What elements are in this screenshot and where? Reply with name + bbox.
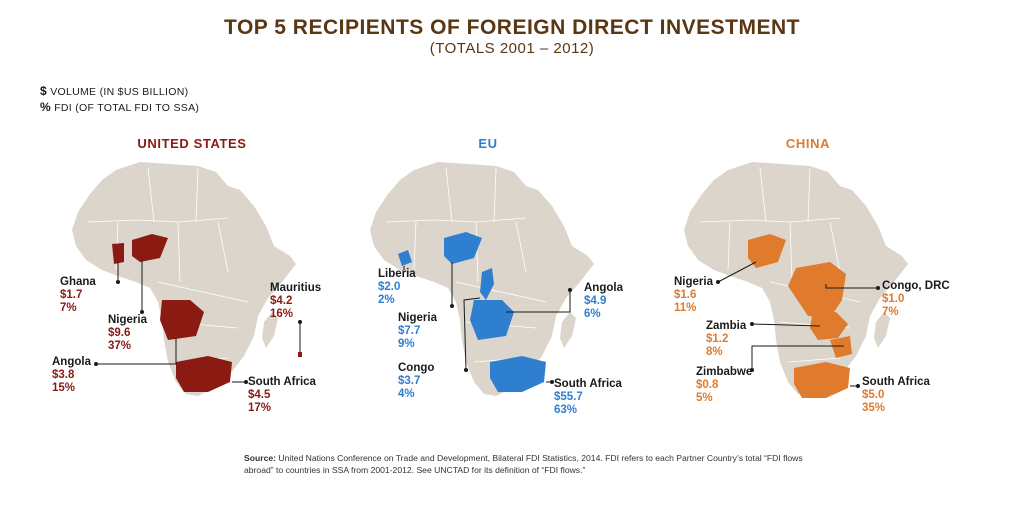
country-name: Liberia — [378, 268, 416, 280]
source-text: United Nations Conference on Trade and D… — [244, 453, 803, 475]
country-name: South Africa — [554, 378, 622, 390]
eu-liberia-shape — [398, 250, 412, 266]
eu-angola-shape — [470, 300, 514, 340]
pct-value: 35% — [862, 402, 886, 414]
eu-nigeria-shape — [444, 232, 482, 264]
volume-value: $9.6 — [108, 327, 131, 339]
pct-value: 15% — [52, 382, 76, 394]
label-us-ghana: Ghana $1.7 7% — [60, 276, 96, 315]
pct-value: 37% — [108, 340, 132, 352]
us-nigeria-shape — [132, 234, 168, 262]
china-nigeria-shape — [748, 234, 786, 268]
legend-pct: % FDI (OF TOTAL FDI TO SSA) — [40, 100, 199, 114]
label-china-zimbabwe: Zimbabwe $0.8 5% — [696, 366, 752, 405]
volume-value: $3.8 — [52, 369, 75, 381]
label-eu-angola: Angola $4.9 6% — [584, 282, 623, 321]
us-mauritius-shape — [298, 352, 302, 357]
country-name: Ghana — [60, 276, 96, 288]
country-name: Angola — [584, 282, 623, 294]
pct-value: 11% — [674, 302, 697, 314]
volume-value: $7.7 — [398, 325, 421, 337]
china-zimbabwe-shape — [830, 336, 852, 358]
map-china — [683, 161, 909, 398]
country-name: Mauritius — [270, 282, 322, 294]
volume-value: $4.2 — [270, 295, 293, 307]
china-drc-shape — [788, 262, 846, 318]
map-title-china: CHINA — [785, 136, 831, 151]
map-title-us: UNITED STATES — [137, 136, 247, 151]
page-title: TOP 5 RECIPIENTS OF FOREIGN DIRECT INVES… — [224, 16, 800, 39]
pct-value: 6% — [584, 308, 601, 320]
label-eu-nigeria: Nigeria $7.7 9% — [398, 312, 437, 351]
source-note: Source: United Nations Conference on Tra… — [244, 452, 804, 476]
label-us-southafrica: South Africa $4.5 17% — [248, 376, 316, 415]
volume-value: $1.7 — [60, 289, 83, 301]
volume-value: $5.0 — [862, 389, 885, 401]
china-southafrica-shape — [794, 362, 850, 398]
label-china-southafrica: South Africa $5.0 35% — [862, 376, 930, 415]
country-name: Nigeria — [108, 314, 147, 326]
us-southafrica-shape — [176, 356, 232, 392]
label-china-nigeria: Nigeria $1.6 11% — [674, 276, 713, 315]
pct-value: 8% — [706, 346, 723, 358]
label-china-zambia: Zambia $1.2 8% — [706, 320, 746, 359]
country-name: Zimbabwe — [696, 366, 753, 378]
label-us-mauritius: Mauritius $4.2 16% — [270, 282, 321, 321]
eu-congo-shape — [480, 268, 494, 300]
pct-value: 63% — [554, 404, 578, 416]
us-angola-shape — [160, 300, 204, 340]
label-us-nigeria: Nigeria $9.6 37% — [108, 314, 147, 353]
page-subtitle: (TOTALS 2001 – 2012) — [429, 40, 595, 57]
country-name: Nigeria — [398, 312, 437, 324]
volume-value: $1.2 — [706, 333, 729, 345]
legend-pct-text: FDI (OF TOTAL FDI TO SSA) — [54, 102, 200, 114]
label-eu-liberia: Liberia $2.0 2% — [378, 268, 416, 307]
country-name: South Africa — [248, 376, 316, 388]
country-name: Angola — [52, 356, 91, 368]
volume-value: $4.9 — [584, 295, 607, 307]
map-title-eu: EU — [478, 136, 498, 151]
legend-volume-text: VOLUME (IN $US BILLION) — [50, 86, 189, 98]
source-label: Source: — [244, 453, 276, 463]
volume-value: $4.5 — [248, 389, 271, 401]
map-eu — [369, 161, 595, 397]
label-china-drc: Congo, DRC $1.0 7% — [882, 280, 950, 319]
pct-value: 7% — [882, 306, 899, 318]
country-name: South Africa — [862, 376, 930, 388]
legend-pct-symbol: % — [40, 100, 51, 114]
us-ghana-shape — [112, 243, 124, 264]
pct-value: 4% — [398, 388, 415, 400]
country-name: Congo — [398, 362, 435, 374]
pct-value: 16% — [270, 308, 294, 320]
country-name: Zambia — [706, 320, 747, 332]
china-zambia-shape — [810, 312, 848, 340]
volume-value: $2.0 — [378, 281, 401, 293]
volume-value: $1.0 — [882, 293, 905, 305]
pct-value: 17% — [248, 402, 272, 414]
eu-southafrica-shape — [490, 356, 546, 392]
label-us-angola: Angola $3.8 15% — [52, 356, 91, 395]
pct-value: 5% — [696, 392, 713, 404]
legend-volume-symbol: $ — [40, 84, 47, 98]
pct-value: 7% — [60, 302, 77, 314]
volume-value: $3.7 — [398, 375, 421, 387]
pct-value: 9% — [398, 338, 415, 350]
label-eu-southafrica: South Africa $55.7 63% — [554, 378, 622, 417]
pct-value: 2% — [378, 294, 395, 306]
country-name: Nigeria — [674, 276, 713, 288]
legend-volume: $ VOLUME (IN $US BILLION) — [40, 84, 188, 98]
volume-value: $1.6 — [674, 289, 697, 301]
country-name: Congo, DRC — [882, 280, 950, 292]
label-eu-congo: Congo $3.7 4% — [398, 362, 434, 401]
volume-value: $55.7 — [554, 391, 583, 403]
volume-value: $0.8 — [696, 379, 719, 391]
map-us — [71, 161, 302, 397]
